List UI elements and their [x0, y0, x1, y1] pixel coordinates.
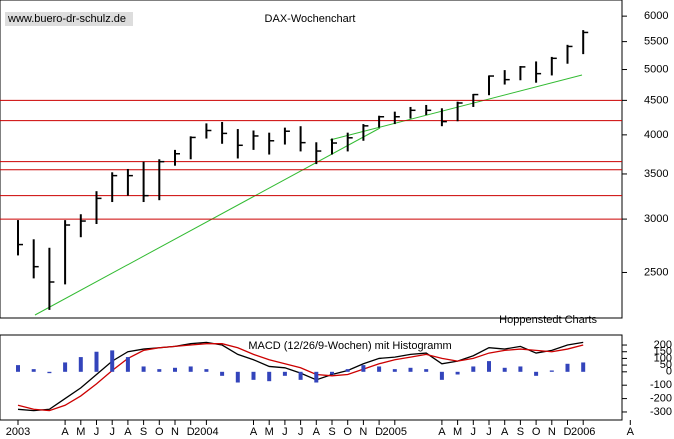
- histogram-bar: [235, 371, 240, 383]
- x-tick-label: A: [501, 426, 509, 438]
- x-tick-label: A: [438, 426, 446, 438]
- histogram-bar: [330, 371, 334, 375]
- histogram-bar: [78, 357, 83, 372]
- histogram-bar: [31, 369, 36, 372]
- histogram-bar: [157, 369, 162, 372]
- histogram-bar: [471, 366, 476, 372]
- histogram-bar: [110, 350, 115, 372]
- y-tick-label: 3500: [644, 168, 668, 180]
- y-tick-label: 100: [654, 352, 672, 364]
- trend-line: [329, 74, 583, 141]
- x-tick-label: N: [171, 426, 179, 438]
- macd-title: MACD (12/26/9-Wochen) mit Histogramm: [248, 340, 451, 352]
- x-tick-label: D: [375, 426, 383, 438]
- y-tick-label: 2500: [644, 266, 668, 278]
- x-tick-label: D: [564, 426, 572, 438]
- y-tick-label: -200: [650, 392, 672, 404]
- x-tick-label: J: [94, 426, 100, 438]
- x-tick-label: J: [282, 426, 288, 438]
- histogram-bar: [63, 362, 68, 372]
- histogram-bar: [361, 365, 366, 372]
- y-tick-label: 0: [666, 366, 672, 378]
- price-frame: [0, 0, 623, 319]
- x-tick-label: M: [76, 426, 85, 438]
- y-tick-label: 5500: [644, 36, 668, 48]
- macd-frame: [0, 334, 623, 421]
- trend-line: [34, 127, 381, 316]
- x-tick-label: J: [471, 426, 477, 438]
- histogram-bar: [345, 369, 350, 372]
- x-tick-label: J: [486, 426, 492, 438]
- x-tick-label: A: [313, 426, 321, 438]
- y-tick-label: 150: [654, 346, 672, 358]
- histogram-bar: [173, 367, 177, 372]
- histogram-bar: [502, 367, 507, 372]
- y-tick-label: 4500: [644, 94, 668, 106]
- x-tick-label: 2005: [383, 426, 407, 438]
- x-tick-label: A: [250, 426, 258, 438]
- histogram-bar: [439, 371, 444, 380]
- x-tick-label: O: [532, 426, 541, 438]
- x-tick-label: M: [265, 426, 274, 438]
- histogram-bar: [94, 351, 99, 372]
- histogram-bar: [424, 369, 429, 372]
- x-tick-label: 2006: [571, 426, 595, 438]
- x-tick-label: N: [548, 426, 556, 438]
- histogram-bar: [267, 371, 272, 382]
- histogram-bar: [565, 363, 570, 372]
- histogram-bar: [581, 362, 586, 372]
- x-tick-label: S: [517, 426, 524, 438]
- x-tick-label: 2004: [194, 426, 218, 438]
- histogram-bar: [534, 371, 539, 376]
- y-tick-label: 3000: [644, 213, 668, 225]
- histogram-bar: [518, 366, 523, 372]
- y-tick-label: 5000: [644, 63, 668, 75]
- histogram-bar: [204, 369, 209, 372]
- x-tick-label: A: [124, 426, 132, 438]
- histogram-bar: [377, 366, 382, 372]
- credit: Hoppenstedt Charts: [499, 314, 597, 326]
- histogram-bar: [298, 371, 303, 380]
- y-tick-label: -300: [650, 406, 672, 418]
- x-tick-label: A: [61, 426, 69, 438]
- histogram-bar: [455, 371, 460, 375]
- source: www.buero-dr-schulz.de: [7, 13, 126, 25]
- histogram-bar: [251, 371, 256, 380]
- histogram-bar: [125, 357, 130, 372]
- x-tick-label: D: [187, 426, 195, 438]
- x-tick-label: S: [328, 426, 335, 438]
- x-tick-label: O: [155, 426, 164, 438]
- histogram-bar: [16, 365, 20, 372]
- x-tick-label: A: [627, 426, 635, 438]
- histogram-bar: [188, 366, 193, 372]
- x-tick-label: N: [359, 426, 367, 438]
- histogram-bar: [487, 361, 491, 372]
- x-tick-label: J: [109, 426, 115, 438]
- histogram-bar: [549, 370, 554, 372]
- histogram-bar: [220, 371, 225, 376]
- x-tick-label: 2003: [6, 426, 30, 438]
- x-tick-label: O: [343, 426, 352, 438]
- histogram-bar: [141, 366, 146, 372]
- source-box: [5, 12, 133, 26]
- histogram-bar: [392, 369, 397, 372]
- x-tick-label: S: [140, 426, 147, 438]
- y-tick-label: 50: [660, 359, 672, 371]
- y-tick-label: 6000: [644, 10, 668, 22]
- x-tick-label: M: [453, 426, 462, 438]
- histogram-bar: [47, 371, 52, 374]
- y-tick-label: 200: [654, 339, 672, 351]
- histogram-bar: [408, 367, 413, 372]
- histogram-bar: [314, 371, 319, 383]
- chart-title: DAX-Wochenchart: [265, 13, 356, 25]
- x-tick-label: J: [298, 426, 304, 438]
- histogram-bar: [282, 371, 287, 376]
- y-tick-label: -100: [650, 379, 672, 391]
- y-tick-label: 4000: [644, 129, 668, 141]
